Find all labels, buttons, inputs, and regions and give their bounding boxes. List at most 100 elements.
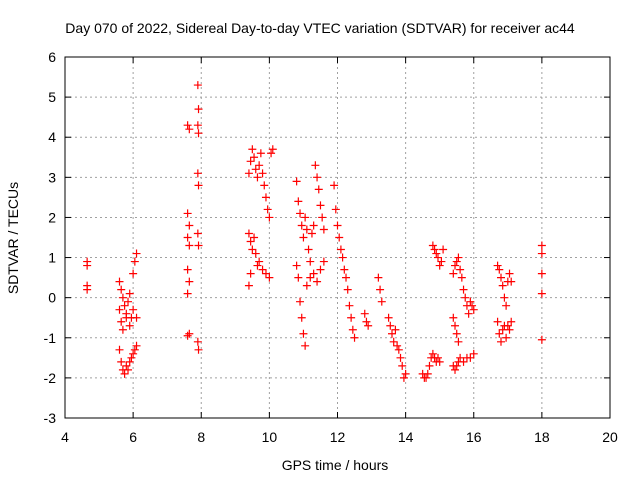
data-point	[117, 357, 126, 366]
x-tick-label: 14	[398, 429, 414, 445]
data-point	[292, 261, 301, 270]
data-point	[118, 325, 127, 334]
data-point	[244, 281, 253, 290]
y-tick-label: -1	[44, 330, 57, 346]
data-point	[454, 337, 463, 346]
data-point	[132, 249, 141, 258]
data-point	[299, 233, 308, 242]
data-point	[428, 349, 437, 358]
x-tick-label: 16	[466, 429, 482, 445]
data-point	[309, 221, 318, 230]
data-point	[253, 261, 262, 270]
data-point	[388, 329, 396, 338]
data-point	[185, 125, 194, 134]
data-point	[193, 121, 202, 130]
data-point	[428, 241, 437, 250]
y-tick-label: 5	[48, 89, 56, 105]
data-point	[316, 201, 325, 210]
data-point	[537, 335, 546, 344]
data-point	[502, 333, 511, 342]
data-point	[185, 277, 194, 286]
data-point	[246, 157, 255, 166]
data-point	[265, 213, 274, 222]
data-point	[435, 357, 444, 366]
data-point	[313, 277, 322, 286]
data-point	[347, 313, 356, 322]
data-point	[502, 301, 511, 310]
data-point	[461, 293, 470, 302]
data-point	[469, 349, 478, 358]
data-point	[194, 345, 203, 354]
data-point	[425, 361, 434, 370]
data-point	[250, 233, 259, 242]
data-point	[398, 361, 407, 370]
data-point	[125, 321, 134, 330]
data-point	[261, 269, 270, 278]
data-point	[261, 193, 270, 202]
data-point	[464, 309, 473, 318]
data-point	[340, 265, 349, 274]
data-point	[118, 293, 127, 302]
data-point	[307, 229, 316, 238]
data-point	[376, 285, 385, 294]
data-point	[313, 173, 322, 182]
data-point	[255, 257, 264, 266]
data-point	[459, 285, 468, 294]
data-point	[498, 325, 507, 334]
data-point	[316, 265, 325, 274]
y-tick-label: 6	[48, 49, 56, 65]
data-point	[452, 257, 461, 266]
data-point	[469, 305, 478, 314]
data-point	[335, 233, 344, 242]
data-point	[439, 245, 448, 254]
y-tick-label: 0	[48, 290, 56, 306]
data-point	[294, 197, 303, 206]
data-point	[432, 249, 441, 258]
data-point	[437, 257, 446, 266]
data-point	[244, 169, 253, 178]
data-point	[185, 241, 194, 250]
data-point	[250, 153, 259, 162]
grid-lines	[65, 57, 610, 418]
y-tick-label: 2	[48, 209, 56, 225]
data-point	[255, 161, 264, 170]
data-point	[120, 369, 129, 378]
data-point	[306, 273, 315, 282]
data-point	[129, 349, 138, 358]
data-point	[537, 241, 546, 250]
data-point	[263, 205, 272, 214]
data-point	[302, 225, 311, 234]
data-point	[451, 365, 460, 374]
data-point	[193, 229, 202, 238]
data-point	[248, 245, 257, 254]
data-point	[125, 357, 134, 366]
data-point	[374, 273, 383, 282]
data-point	[350, 333, 359, 342]
data-point	[124, 365, 133, 374]
data-point	[130, 345, 139, 354]
data-point	[338, 253, 347, 262]
data-point	[537, 269, 546, 278]
data-point	[345, 301, 354, 310]
data-point	[433, 253, 442, 262]
data-point	[296, 209, 305, 218]
y-tick-label: -3	[44, 410, 57, 426]
y-tick-label: 4	[48, 129, 56, 145]
data-point	[537, 289, 546, 298]
data-point	[386, 321, 395, 330]
data-point	[183, 209, 192, 218]
data-point	[343, 285, 352, 294]
data-point	[311, 161, 320, 170]
data-point	[183, 265, 192, 274]
data-point	[318, 213, 327, 222]
data-point	[246, 269, 255, 278]
data-point	[115, 345, 124, 354]
data-point	[449, 269, 458, 278]
data-point	[124, 297, 133, 306]
data-point	[495, 329, 504, 338]
data-point	[125, 289, 134, 298]
data-point	[384, 313, 393, 322]
data-point	[183, 289, 192, 298]
data-point	[294, 273, 303, 282]
